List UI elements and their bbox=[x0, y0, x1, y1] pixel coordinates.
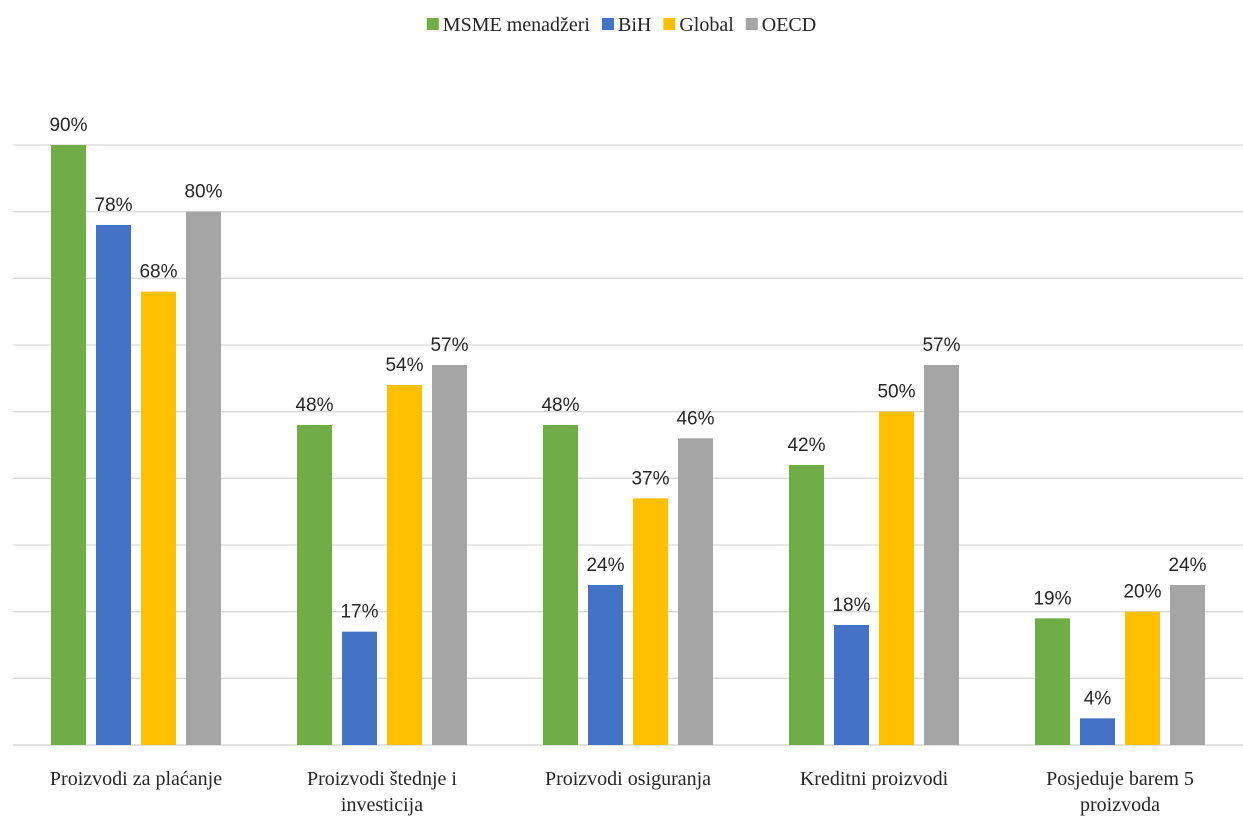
legend-label: OECD bbox=[762, 14, 816, 36]
data-label: 80% bbox=[184, 182, 222, 203]
bar bbox=[141, 291, 176, 745]
legend-swatch bbox=[745, 18, 758, 30]
bar bbox=[543, 425, 578, 745]
bar bbox=[51, 145, 86, 745]
data-labels: 90% 78% 68% 80% 48% 17% 54% 57% 48% 24% 37% 46% 42% 1… bbox=[49, 115, 1206, 709]
bar bbox=[186, 211, 221, 745]
data-label: 57% bbox=[430, 335, 468, 356]
category-label: Proizvodi štednje i bbox=[307, 768, 457, 790]
data-label: 20% bbox=[1123, 582, 1161, 603]
data-label: 54% bbox=[385, 355, 423, 376]
bar bbox=[297, 425, 332, 745]
data-label: 4% bbox=[1084, 688, 1112, 709]
bar bbox=[834, 625, 869, 745]
category-labels: Proizvodi za plaćanje Proizvodi štednje i… bbox=[50, 768, 1194, 816]
legend-item: Global bbox=[663, 14, 734, 36]
bar bbox=[789, 465, 824, 745]
legend-swatch bbox=[663, 18, 676, 30]
legend-item: MSME menadžeri bbox=[426, 14, 591, 36]
data-label: 57% bbox=[922, 335, 960, 356]
data-label: 37% bbox=[631, 468, 669, 489]
bar bbox=[1125, 611, 1160, 745]
category-label: Kreditni proizvodi bbox=[800, 768, 949, 790]
data-label: 48% bbox=[541, 395, 579, 416]
data-label: 24% bbox=[586, 555, 624, 576]
data-label: 50% bbox=[877, 382, 915, 403]
data-label: 18% bbox=[832, 595, 870, 616]
data-label: 42% bbox=[787, 435, 825, 456]
bar bbox=[432, 365, 467, 745]
legend-swatch bbox=[426, 18, 439, 30]
category-label: Proizvodi za plaćanje bbox=[50, 768, 222, 790]
legend-swatch bbox=[601, 18, 614, 30]
bar bbox=[678, 438, 713, 745]
data-label: 19% bbox=[1033, 588, 1071, 609]
category-label: Proizvodi osiguranja bbox=[545, 768, 711, 790]
data-label: 90% bbox=[49, 115, 87, 136]
legend-label: MSME menadžeri bbox=[443, 14, 591, 36]
category-label: investicija bbox=[341, 794, 423, 816]
data-label: 48% bbox=[295, 395, 333, 416]
legend-label: BiH bbox=[618, 14, 651, 36]
category-label: Posjeduje barem 5 bbox=[1046, 768, 1194, 790]
bar bbox=[924, 365, 959, 745]
bar bbox=[633, 498, 668, 745]
category-label: proizvoda bbox=[1080, 794, 1160, 816]
legend-item: BiH bbox=[601, 14, 651, 36]
bar bbox=[1035, 618, 1070, 745]
data-label: 78% bbox=[94, 195, 132, 216]
legend-item: OECD bbox=[745, 14, 816, 36]
bar bbox=[342, 631, 377, 745]
legend-label: Global bbox=[679, 14, 734, 36]
bar bbox=[588, 585, 623, 745]
data-label: 24% bbox=[1168, 555, 1206, 576]
bar bbox=[387, 385, 422, 745]
bar bbox=[1170, 585, 1205, 745]
bar bbox=[879, 411, 914, 745]
bars bbox=[51, 145, 1205, 745]
data-label: 46% bbox=[676, 408, 714, 429]
data-label: 68% bbox=[139, 262, 177, 283]
bar bbox=[96, 225, 131, 745]
legend: MSME menadžeri BiH Global OECD bbox=[426, 14, 816, 36]
data-label: 17% bbox=[340, 602, 378, 623]
bar bbox=[1080, 718, 1115, 745]
